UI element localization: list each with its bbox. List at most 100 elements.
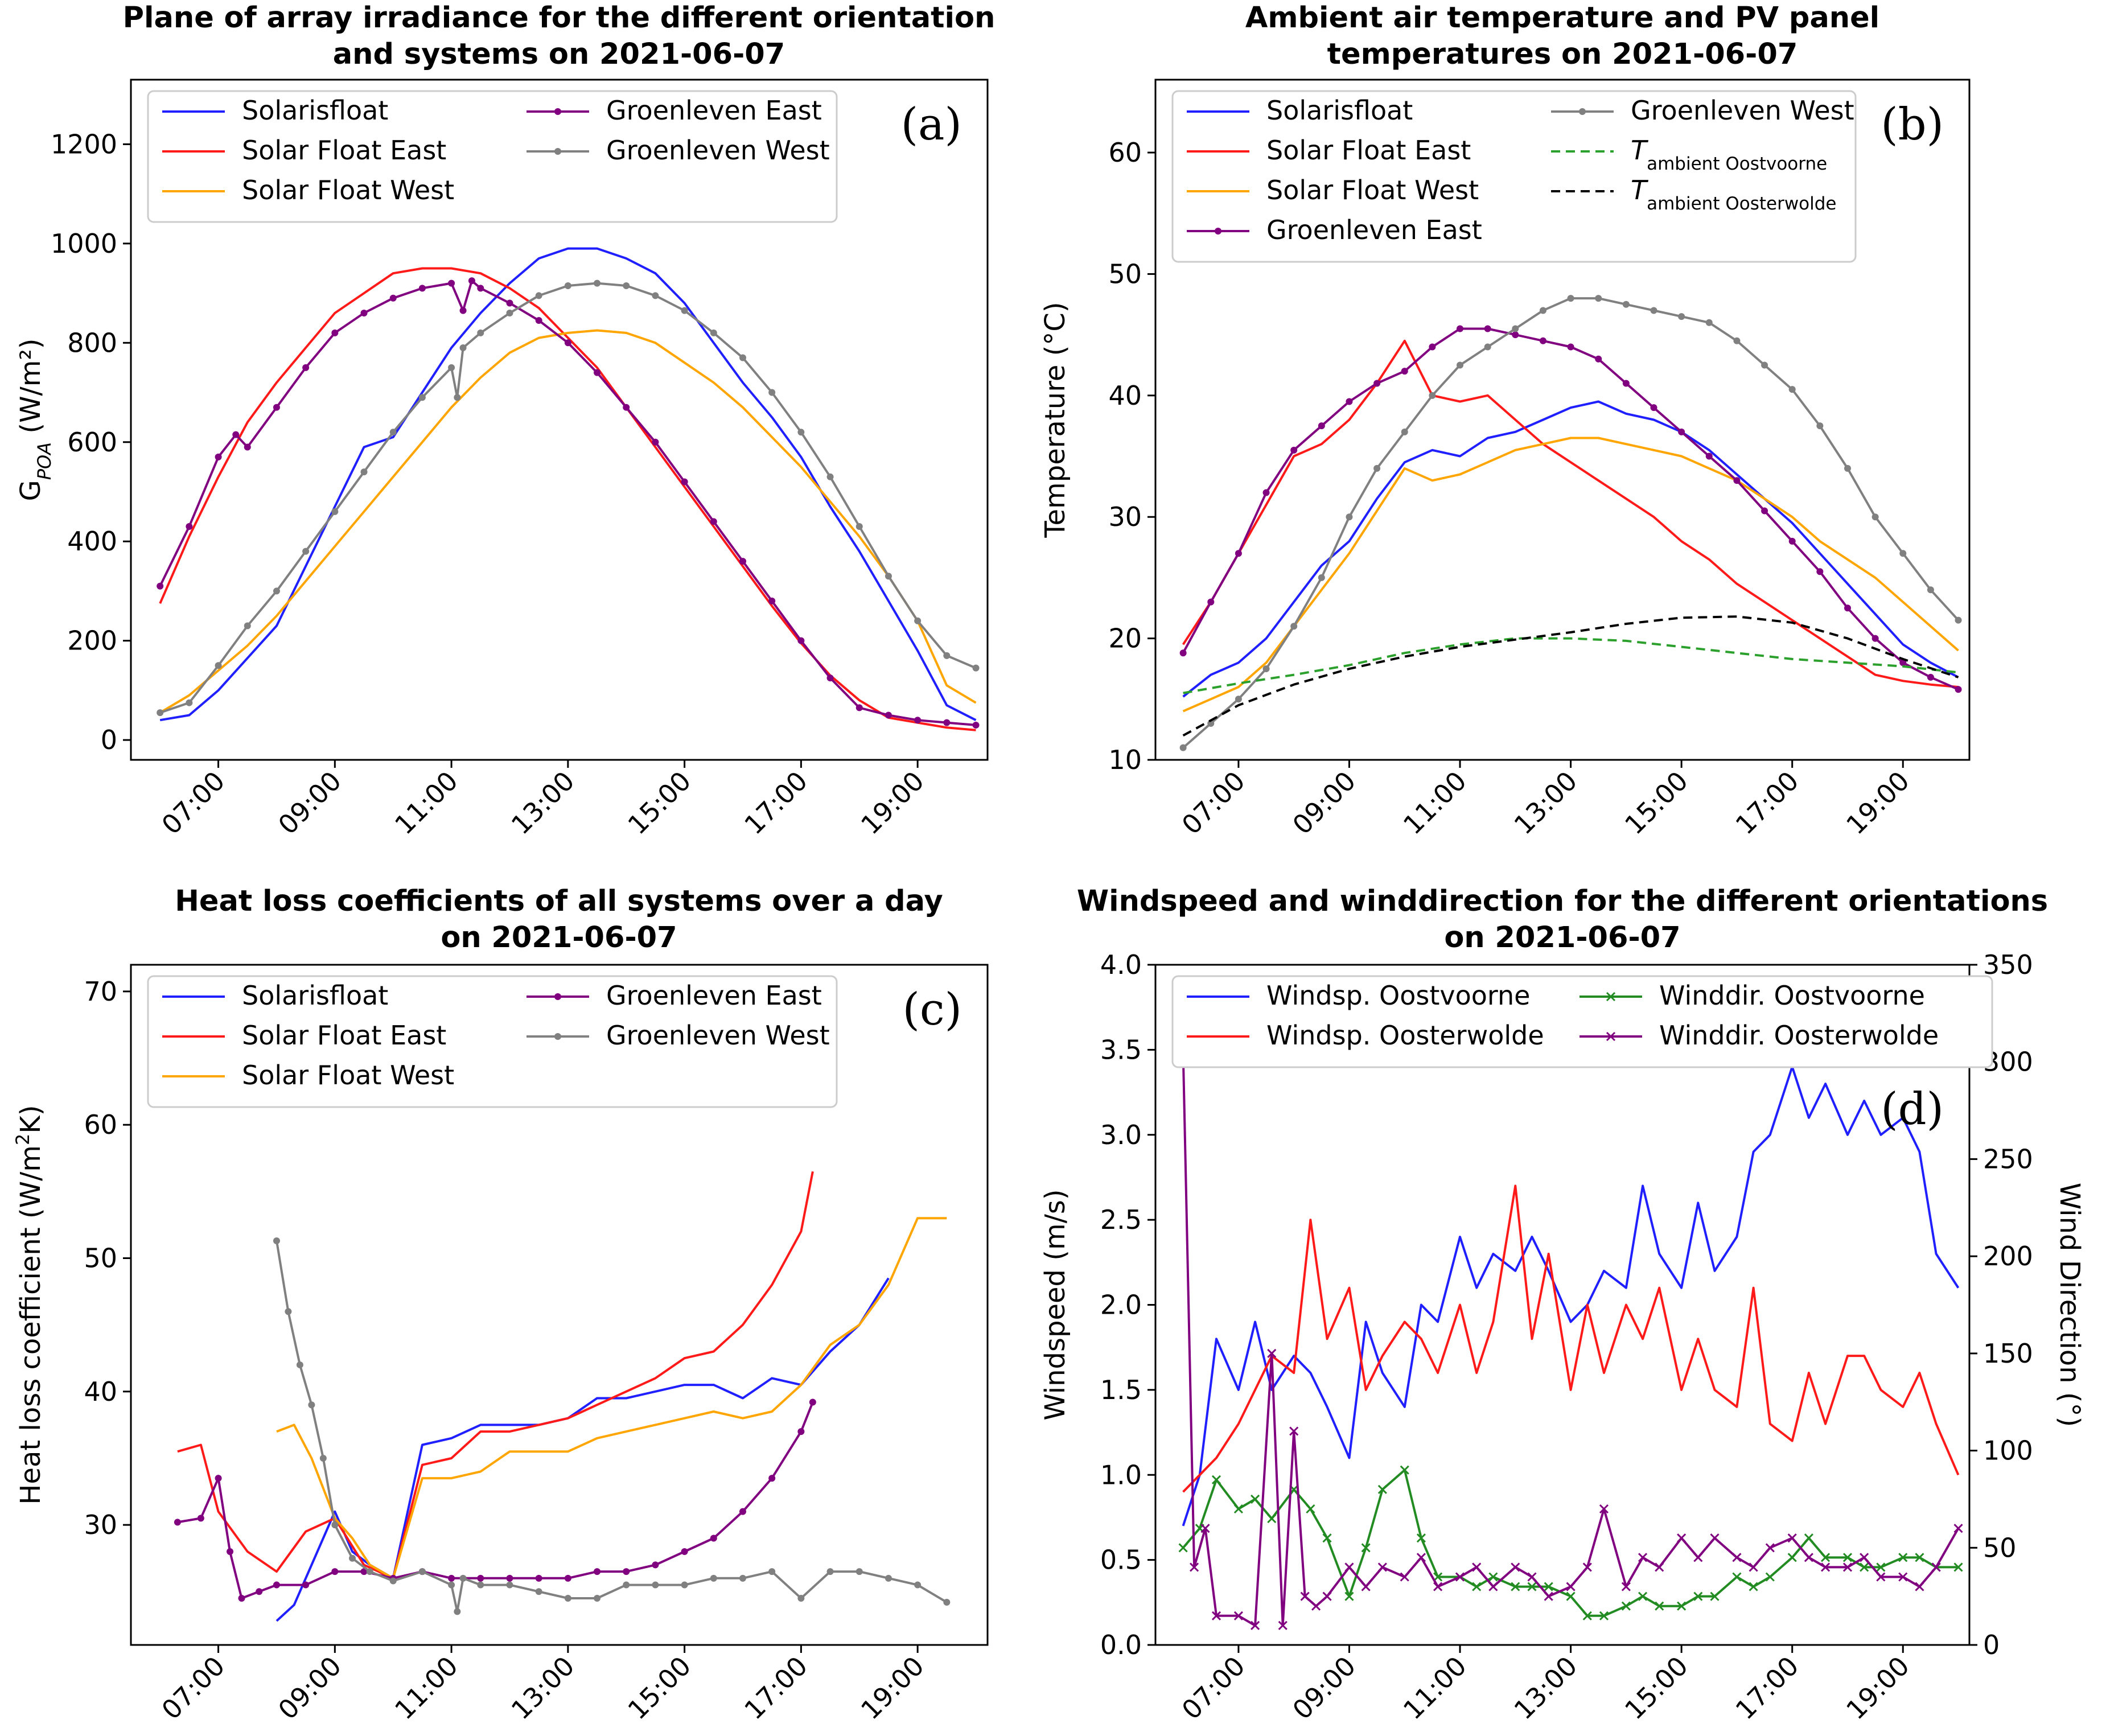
data-point [1955, 616, 1962, 624]
data-point [1821, 1553, 1831, 1562]
data-point [1622, 380, 1630, 387]
data-point [1251, 1494, 1260, 1504]
data-point [943, 652, 951, 659]
y2-tick-label: 100 [1983, 1435, 2033, 1466]
data-point [623, 1581, 630, 1589]
y-tick-label: 800 [67, 327, 117, 358]
y-tick-label: 1000 [51, 228, 117, 259]
y-tick-label: 400 [67, 526, 117, 557]
data-point [1844, 464, 1851, 472]
data-point [273, 404, 280, 411]
plot-area [1179, 295, 1962, 751]
legend-label: Groenleven East [1266, 215, 1482, 245]
legend-marker [554, 148, 561, 155]
data-point [1511, 1582, 1520, 1591]
data-point [681, 1548, 688, 1555]
legend-label: Groenleven West [606, 135, 830, 166]
data-point [855, 704, 863, 711]
data-point [1289, 1426, 1299, 1436]
y-axis-label-unit: (W/m²) [15, 339, 47, 442]
series-winddir-oostvoorne [1178, 1465, 1963, 1620]
series-groenleven-west [157, 279, 980, 717]
data-point [448, 1574, 455, 1582]
series-line [159, 267, 976, 731]
data-point [331, 508, 339, 515]
data-point [1621, 1601, 1631, 1611]
data-point [1705, 452, 1713, 460]
data-point [1599, 1611, 1609, 1620]
legend-label: Solarisfloat [242, 95, 388, 126]
x-tick-label: 13:00 [505, 766, 581, 841]
data-point [1429, 392, 1436, 399]
data-point [1401, 368, 1408, 375]
data-point [1401, 428, 1408, 435]
data-point [739, 558, 746, 565]
legend-label: Solar Float East [242, 1020, 446, 1051]
data-point [244, 622, 251, 630]
data-point [623, 282, 630, 289]
data-point [418, 285, 426, 292]
legend-label: Solarisfloat [242, 980, 388, 1011]
panel-label: (d) [1881, 1084, 1944, 1135]
data-point [710, 518, 717, 525]
y2-tick-label: 350 [1983, 949, 2033, 980]
data-point [238, 1594, 245, 1602]
data-point [389, 429, 397, 436]
legend-item: Solarisfloat [162, 95, 388, 126]
series-t-ambient-oosterwolde [1182, 615, 1959, 737]
data-point [506, 1574, 513, 1582]
data-point [477, 1581, 484, 1589]
data-point [1638, 1553, 1648, 1562]
series-line [1182, 400, 1959, 698]
data-point [797, 637, 805, 644]
data-point [768, 1568, 776, 1575]
series-solar-float-west [159, 329, 977, 714]
data-point [535, 1574, 542, 1582]
data-point [885, 711, 892, 719]
data-point [652, 1581, 659, 1589]
data-point [1179, 649, 1187, 657]
data-point [1898, 1572, 1908, 1582]
legend-item: Solar Float East [162, 135, 446, 166]
data-point [885, 573, 892, 580]
data-point [1361, 1543, 1371, 1553]
data-point [1344, 1591, 1354, 1601]
data-point [1761, 507, 1768, 515]
data-point [331, 1521, 339, 1529]
data-point [623, 404, 630, 411]
data-point [1566, 1582, 1576, 1591]
data-point [1267, 1514, 1277, 1524]
data-point [1207, 719, 1215, 727]
data-point [302, 1581, 310, 1589]
x-tick-label: 09:00 [1286, 766, 1362, 841]
legend-item: Groenleven East [526, 95, 822, 126]
data-point [1290, 623, 1298, 630]
y2-tick-label: 200 [1983, 1241, 2033, 1272]
x-tick-label: 19:00 [1840, 766, 1915, 841]
data-point [1842, 1553, 1853, 1562]
plot-area [1178, 1047, 1963, 1630]
data-point [710, 1574, 717, 1582]
data-point [244, 443, 251, 451]
data-point [1433, 1582, 1443, 1591]
y-tick-label: 200 [67, 626, 117, 656]
legend: Solarisfloat Solar Float East Solar Float … [147, 975, 838, 1108]
data-point [1267, 1348, 1277, 1358]
x-tick-label: 07:00 [1176, 766, 1251, 841]
data-point [215, 1475, 222, 1482]
y-axis-label-sup: 2 [12, 1134, 34, 1145]
data-point [302, 364, 310, 371]
y-tick-label: 1.0 [1100, 1459, 1142, 1490]
data-point [418, 394, 426, 401]
series-line [1182, 1066, 1960, 1527]
data-point [1599, 1504, 1609, 1514]
y-tick-label: 600 [67, 427, 117, 458]
plot-area [157, 247, 980, 731]
series-line [1182, 437, 1959, 713]
legend-label: Solar Float West [242, 1060, 454, 1091]
legend-marker [554, 1033, 561, 1040]
data-point [855, 523, 863, 530]
legend: Windsp. Oostvoorne Windsp. Oosterwolde Win… [1171, 975, 1993, 1068]
data-point [1377, 1562, 1387, 1572]
data-point [273, 1581, 280, 1589]
